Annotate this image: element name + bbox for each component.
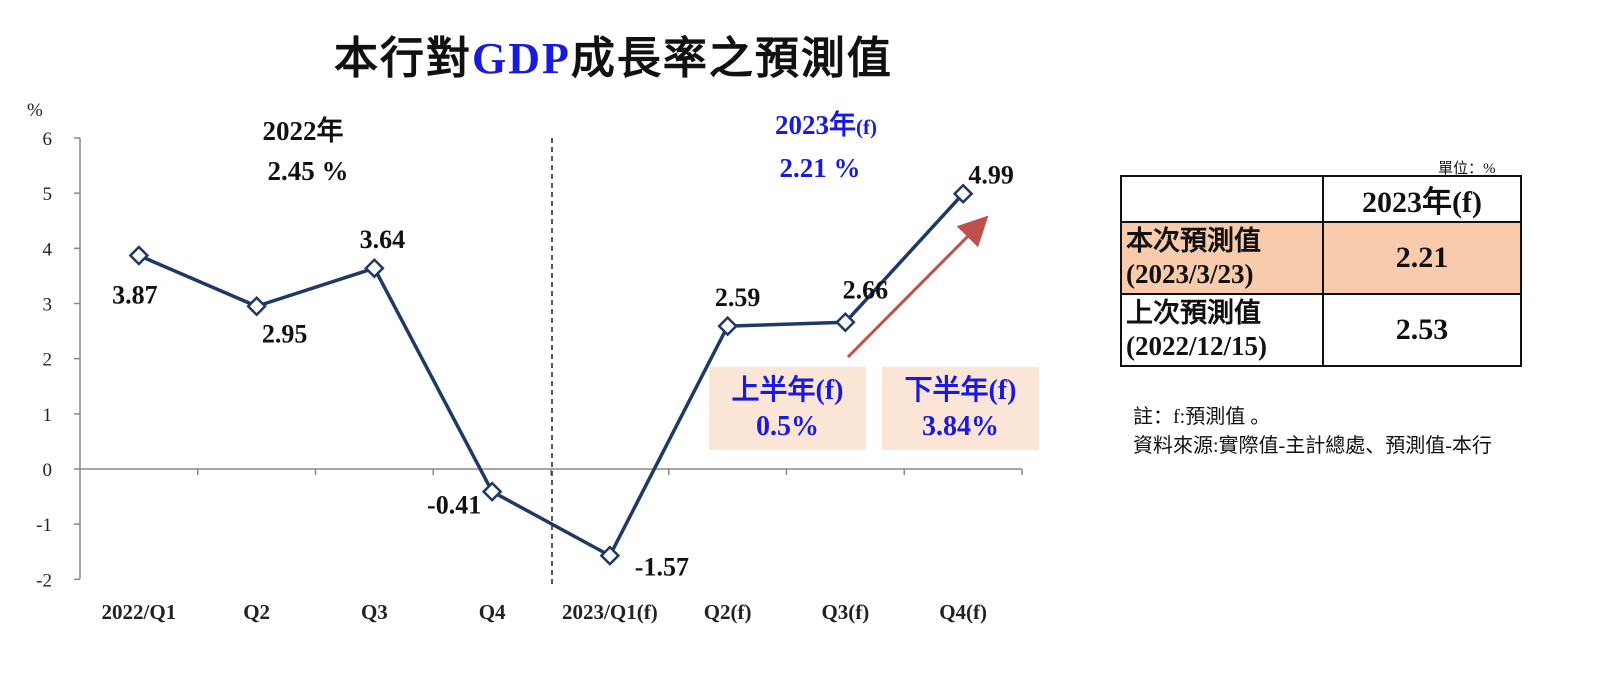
data-label: 2.95	[262, 319, 308, 348]
data-point	[481, 481, 503, 502]
data-point	[246, 296, 267, 317]
data-point	[128, 245, 150, 266]
first-half-label: 上半年(f)	[731, 375, 844, 406]
x-tick-label: Q4(f)	[939, 600, 987, 624]
row-label: 本次預測值 (2023/3/23)	[1120, 221, 1324, 295]
source-text: 資料來源:實際值-主計總處、預測值-本行	[1133, 435, 1492, 457]
y-tick-label: -2	[36, 570, 52, 591]
y-tick-label: 5	[43, 184, 53, 205]
x-tick-label: Q4	[479, 600, 506, 624]
table-row: 本次預測值 (2023/3/23) 2.21	[1120, 221, 1522, 295]
row-value: 2.53	[1322, 293, 1522, 367]
y-unit-label: %	[27, 100, 43, 121]
table-header-year: 2023年(f)	[1322, 175, 1522, 223]
data-point	[364, 257, 385, 279]
second-half-value: 3.84%	[922, 411, 999, 442]
annual-2022-value: 2.45 %	[268, 156, 349, 186]
data-label: -1.57	[635, 553, 689, 582]
title-gdp: GDP	[472, 34, 571, 83]
chart-title: 本行對GDP成長率之預測值	[334, 22, 893, 86]
title-suffix: 成長率之預測值	[570, 34, 893, 83]
data-label: 2.59	[715, 283, 761, 312]
table-header-blank	[1120, 175, 1324, 223]
x-tick-label: Q2(f)	[704, 600, 752, 624]
y-tick-label: 3	[43, 295, 53, 316]
row-label-date: (2022/12/15)	[1126, 331, 1267, 361]
first-half-box: 上半年(f) 0.5%	[709, 367, 866, 450]
gdp-line-chart: -2 -1 0 1 2 3 4 5 6 2022/Q1 Q2 Q3 Q4 2023/Q1(f) Q2(f) Q…	[27, 100, 1023, 624]
data-point	[599, 545, 621, 566]
table-unit: 單位：%	[1438, 161, 1496, 177]
second-half-box: 下半年(f) 3.84%	[882, 367, 1039, 450]
note-text: 註：f:預測值 。	[1133, 406, 1271, 428]
row-value: 2.21	[1322, 221, 1522, 295]
data-label: -0.41	[427, 491, 481, 520]
trend-arrow	[846, 215, 989, 359]
data-label: 2.66	[843, 275, 889, 304]
x-tick-label: Q3	[361, 600, 388, 624]
notes: 註：f:預測值 。 資料來源:實際值-主計總處、預測值-本行	[1133, 403, 1492, 461]
table-header-row: 2023年(f)	[1120, 175, 1522, 223]
second-half-label: 下半年(f)	[904, 375, 1017, 406]
data-label: 3.87	[112, 281, 158, 310]
data-point	[835, 312, 856, 333]
row-label: 上次預測值 (2022/12/15)	[1120, 293, 1324, 367]
y-tick-label: 2	[43, 350, 53, 371]
annual-2022-year: 2022年	[263, 115, 344, 146]
x-tick-label: 2023/Q1(f)	[562, 600, 658, 624]
x-tick-label: Q2	[243, 600, 270, 624]
y-tick-label: 6	[43, 129, 53, 150]
y-tick-label: -1	[36, 515, 52, 536]
y-tick-label: 1	[43, 405, 53, 426]
annual-2023-year: 2023年(f)	[775, 109, 877, 140]
x-tick-label: Q3(f)	[821, 600, 869, 624]
data-point	[717, 315, 738, 337]
row-label-title: 上次預測值	[1126, 298, 1261, 328]
x-tick-label: 2022/Q1	[102, 600, 177, 624]
annual-2023-suffix: (f)	[856, 115, 877, 139]
annual-2023-value: 2.21 %	[780, 153, 861, 183]
title-prefix: 本行對	[334, 34, 472, 83]
annual-2023-year-text: 2023年	[775, 109, 856, 140]
data-label: 4.99	[968, 161, 1014, 190]
data-point	[952, 183, 974, 204]
y-tick-label: 0	[43, 460, 53, 481]
row-label-title: 本次預測值	[1126, 226, 1261, 256]
data-label: 3.64	[360, 225, 406, 254]
row-label-date: (2023/3/23)	[1126, 259, 1254, 289]
y-tick-label: 4	[43, 239, 53, 260]
table-row: 上次預測值 (2022/12/15) 2.53	[1120, 293, 1522, 367]
first-half-value: 0.5%	[756, 411, 819, 442]
forecast-table: 2023年(f) 本次預測值 (2023/3/23) 2.21 上次預測值 (202…	[1120, 175, 1522, 367]
series-line	[138, 192, 965, 558]
